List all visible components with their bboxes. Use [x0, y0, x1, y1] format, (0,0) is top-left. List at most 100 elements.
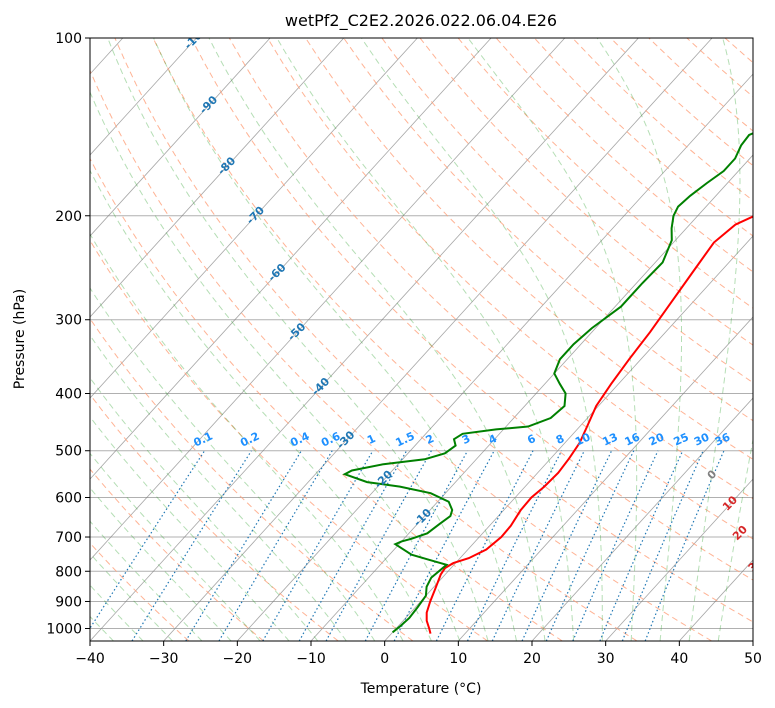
isotherm-line [384, 235, 753, 641]
mixing-ratio-line [131, 450, 252, 641]
moist-adiabat [688, 38, 741, 641]
mixing-ratio-label: 16 [623, 430, 643, 448]
y-axis-label: Pressure (hPa) [12, 289, 28, 389]
plot-frame [89, 37, 754, 642]
moist-adiabat [717, 437, 753, 641]
profile-series [342, 132, 753, 634]
x-tick-label: −30 [149, 651, 179, 667]
mixing-ratio-label: 4 [487, 432, 500, 447]
dewpoint-profile [342, 132, 753, 634]
chart-title: wetPf2_C2E2.2026.022.06.04.E26 [285, 11, 557, 31]
moist-adiabat [467, 38, 638, 641]
temperature-profile [425, 215, 753, 634]
moist-adiabat-label: 30 [746, 554, 766, 574]
isotherm-line [531, 397, 753, 641]
isotherm-line [90, 38, 345, 318]
y-ticks: 100 200 300 400 500 600 700 800 900 1000 [46, 31, 90, 637]
dry-adiabat [90, 393, 339, 641]
y-tick-label: 300 [55, 313, 82, 329]
isotherm-line [90, 38, 271, 237]
moist-adiabat [90, 520, 203, 641]
dry-adiabat [90, 542, 190, 641]
dry-adiabat [267, 38, 753, 500]
mixing-ratio-label: 0.1 [192, 430, 215, 450]
y-tick-label: 200 [55, 209, 82, 225]
mixing-ratio-line [644, 450, 725, 641]
moist-adiabat [90, 377, 319, 641]
y-tick-label: 1000 [46, 621, 82, 637]
dry-adiabat [686, 38, 753, 98]
y-tick-label: 400 [55, 387, 82, 403]
isotherm-line [163, 38, 713, 641]
moist-adiabat [208, 38, 546, 641]
isotherm-line [90, 38, 492, 480]
mixing-ratio-line [545, 450, 635, 641]
x-tick-label: 20 [523, 651, 541, 667]
mixing-ratio-line [435, 450, 534, 641]
mixing-ratio-line [185, 450, 302, 641]
mixing-ratio-line [325, 450, 432, 641]
moist-adiabat [90, 287, 376, 641]
mixing-ratio-label: 1.5 [394, 430, 417, 450]
y-tick-label: 500 [55, 444, 82, 460]
isotherm-line [90, 38, 639, 641]
dry-adiabat [114, 38, 712, 641]
mixing-ratio-label: 3 [460, 432, 472, 447]
dry-adiabat [534, 38, 753, 237]
x-tick-label: 10 [449, 651, 467, 667]
x-tick-label: −40 [75, 651, 105, 667]
moist-adiabat [596, 38, 682, 641]
dry-adiabat [419, 38, 753, 346]
mixing-ratio-line [466, 450, 563, 641]
moist-adiabat [90, 90, 461, 641]
mixing-ratio-label: 25 [672, 430, 691, 448]
moist-adiabat [276, 38, 575, 641]
moist-adiabat [90, 169, 432, 641]
isotherm-line [237, 73, 753, 641]
dry-adiabat [190, 38, 753, 581]
mixing-ratio-line [298, 450, 408, 641]
x-tick-label: 0 [380, 651, 389, 667]
isotherm-line [90, 38, 566, 561]
mixing-ratio-line [621, 450, 704, 641]
mixing-ratio-line [90, 450, 206, 630]
moist-adiabat [107, 38, 489, 641]
dry-adiabat [152, 38, 753, 623]
mixing-ratio-label: 36 [713, 430, 733, 448]
mixing-ratio-label: 10 [573, 430, 593, 448]
x-tick-label: −20 [223, 651, 253, 667]
mixing-ratio-label: 30 [692, 430, 712, 448]
moist-adiabat [90, 233, 404, 641]
moist-adiabat [90, 334, 347, 641]
mixing-ratio-line [491, 450, 585, 641]
x-tick-label: 40 [670, 651, 688, 667]
isotherm-line [90, 38, 418, 399]
y-tick-label: 900 [55, 594, 82, 610]
isotherm-line [90, 38, 197, 156]
moist-adiabat-label: 20 [730, 523, 750, 543]
mixing-ratio-line [599, 450, 684, 641]
dry-adiabat [305, 38, 753, 460]
mixing-ratio-label: 13 [600, 430, 619, 448]
moist-adiabat [90, 452, 261, 641]
x-axis-label: Temperature (°C) [360, 681, 482, 697]
isotherm-line [458, 316, 753, 641]
mixing-ratio-label: 1 [365, 432, 377, 447]
mixing-ratio-line [393, 450, 495, 641]
dry-adiabat [763, 38, 775, 641]
y-tick-label: 800 [55, 564, 82, 580]
dry-adiabat [457, 38, 753, 309]
x-ticks: −40 −30 −20 −10 0 10 20 30 40 50 [75, 641, 762, 667]
dry-adiabat [90, 239, 488, 641]
background-lines [90, 38, 775, 641]
x-tick-label: 50 [744, 651, 762, 667]
mixing-ratio-label: 20 [647, 430, 667, 448]
mixing-ratio-label: 0.4 [288, 429, 311, 449]
y-tick-label: 100 [55, 31, 82, 47]
isotherm-line [605, 478, 753, 641]
isotherm-line [752, 640, 753, 641]
mixing-ratio-line [521, 450, 613, 641]
y-tick-label: 700 [55, 530, 82, 546]
mixing-ratio-line [364, 450, 469, 641]
